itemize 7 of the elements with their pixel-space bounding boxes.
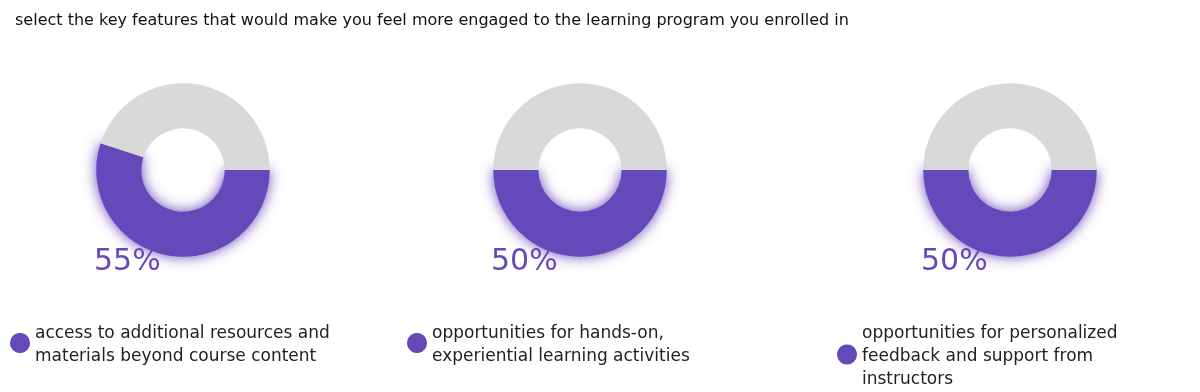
data-label: 50% <box>491 241 558 277</box>
data-label: 55% <box>94 241 161 277</box>
legend-label: opportunities for hands-on, experiential learning activities <box>432 321 690 365</box>
data-label: 50% <box>921 241 988 277</box>
text: select the key features that would make you feel more engaged to the learning program you enrolled in <box>15 10 849 29</box>
legend-label: access to additional resources and materials beyond course content <box>35 321 336 365</box>
legend-label: opportunities for personalized feedback and support from instructors <box>862 321 1123 388</box>
